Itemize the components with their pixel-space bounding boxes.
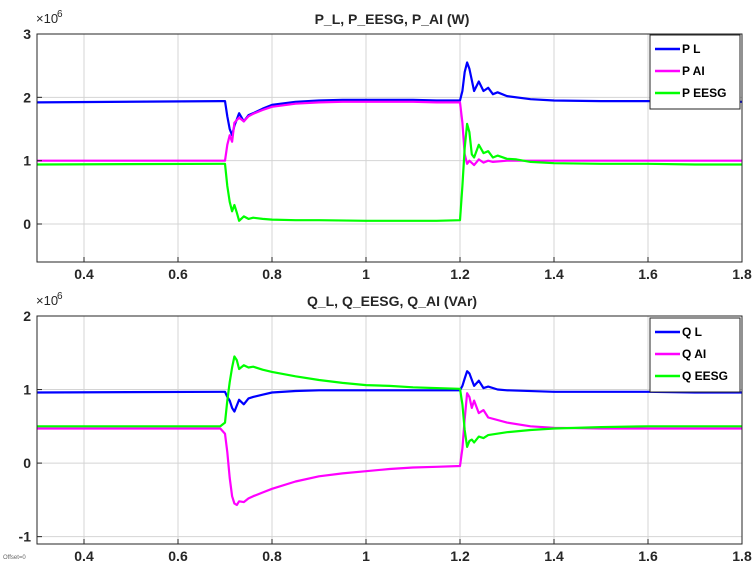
plot-area xyxy=(37,34,742,262)
y-tick-label: 3 xyxy=(23,26,31,42)
x-tick-label: 1 xyxy=(362,266,370,282)
y-tick-label: 2 xyxy=(23,308,31,324)
plot-frame xyxy=(36,315,743,545)
x-tick-label: 0.4 xyxy=(74,548,94,562)
x-tick-label: 0.6 xyxy=(168,548,188,562)
tick-layer: 0.4 0.6 0.8 1 1.2 1.4 1.6 1.8 0 1 2 3 xyxy=(23,26,752,282)
chart-title: Q_L, Q_EESG, Q_AI (VAr) xyxy=(307,293,477,309)
offset-label: Offset=0 xyxy=(3,555,26,561)
y-tick-label: 0 xyxy=(23,216,31,232)
exponent-label: ×10 6 xyxy=(36,9,63,26)
x-tick-label: 0.6 xyxy=(168,266,188,282)
x-tick-label: 0.8 xyxy=(262,266,282,282)
y-tick-label: 1 xyxy=(23,382,31,398)
x-tick-label: 0.8 xyxy=(262,548,282,562)
plot-frame xyxy=(36,33,743,263)
series-line-q-eesg xyxy=(37,355,742,448)
series-line-q-l xyxy=(36,370,742,413)
x-tick-label: 0.4 xyxy=(74,266,94,282)
x-tick-label: 1.6 xyxy=(638,548,658,562)
series-layer xyxy=(36,355,742,507)
x-tick-label: 1.8 xyxy=(732,548,752,562)
y-tick-label: 2 xyxy=(23,89,31,105)
exponent-power: 6 xyxy=(57,291,63,302)
plot-area xyxy=(37,316,742,544)
x-tick-label: 1.6 xyxy=(638,266,658,282)
series-line-q-ai xyxy=(37,392,742,507)
y-tick-label: -1 xyxy=(19,529,32,545)
exponent-power: 6 xyxy=(57,9,63,20)
x-tick-label: 1.2 xyxy=(450,548,470,562)
chart-panel-q: Q_L, Q_EESG, Q_AI (VAr) ×10 6 0.4 0.6 0.8 1… xyxy=(19,291,752,562)
x-tick-label: 1 xyxy=(362,548,370,562)
y-tick-label: 0 xyxy=(23,455,31,471)
legend-label: Q AI xyxy=(682,347,706,361)
x-tick-label: 1.4 xyxy=(544,548,564,562)
exponent-base: ×10 xyxy=(36,11,58,26)
x-tick-label: 1.2 xyxy=(450,266,470,282)
exponent-base: ×10 xyxy=(36,293,58,308)
y-tick-label: 1 xyxy=(23,153,31,169)
x-tick-label: 1.8 xyxy=(732,266,752,282)
exponent-label: ×10 6 xyxy=(36,291,63,308)
series-line-p-eesg xyxy=(36,122,742,222)
chart-title: P_L, P_EESG, P_AI (W) xyxy=(315,11,470,27)
series-line-p-ai xyxy=(37,100,742,167)
legend-label: Q EESG xyxy=(682,369,728,383)
chart-panel-p: P_L, P_EESG, P_AI (W) ×10 6 0.4 0.6 0.8 1 1.… xyxy=(23,9,752,282)
legend: Q L Q AI Q EESG xyxy=(649,317,741,393)
legend-label: P EESG xyxy=(682,86,726,100)
legend-label: P L xyxy=(682,42,700,56)
legend-label: P AI xyxy=(682,64,705,78)
x-tick-label: 1.4 xyxy=(544,266,564,282)
legend-label: Q L xyxy=(682,325,702,339)
legend: P L P AI P EESG xyxy=(649,34,741,110)
series-layer xyxy=(36,61,742,222)
tick-layer: 0.4 0.6 0.8 1 1.2 1.4 1.6 1.8 -1 0 1 2 xyxy=(19,308,752,562)
